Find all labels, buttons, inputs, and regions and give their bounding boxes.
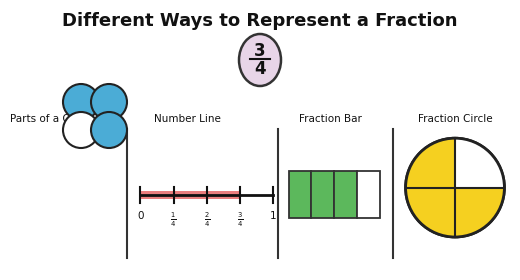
Text: Parts of a Group: Parts of a Group [10, 114, 94, 124]
Wedge shape [406, 138, 504, 237]
Text: 3: 3 [254, 42, 266, 60]
Circle shape [91, 84, 127, 120]
Bar [334, 171, 357, 218]
Circle shape [63, 84, 99, 120]
Bar [289, 171, 311, 218]
Text: $\frac{3}{4}$: $\frac{3}{4}$ [237, 211, 243, 229]
Text: $\frac{1}{4}$: $\frac{1}{4}$ [171, 211, 177, 229]
Text: 0: 0 [137, 211, 144, 221]
Circle shape [406, 138, 504, 237]
Text: Different Ways to Represent a Fraction: Different Ways to Represent a Fraction [62, 12, 458, 30]
Text: 1: 1 [270, 211, 276, 221]
Text: $\frac{2}{4}$: $\frac{2}{4}$ [203, 211, 210, 229]
Text: Number Line: Number Line [154, 114, 220, 124]
Ellipse shape [239, 34, 281, 86]
Wedge shape [455, 138, 504, 188]
Circle shape [91, 112, 127, 148]
Text: Fraction Bar: Fraction Bar [299, 114, 361, 124]
Text: 4: 4 [254, 60, 266, 78]
Circle shape [63, 112, 99, 148]
Bar [140, 191, 240, 199]
Text: Fraction Circle: Fraction Circle [418, 114, 492, 124]
Bar [357, 171, 380, 218]
Bar [311, 171, 334, 218]
